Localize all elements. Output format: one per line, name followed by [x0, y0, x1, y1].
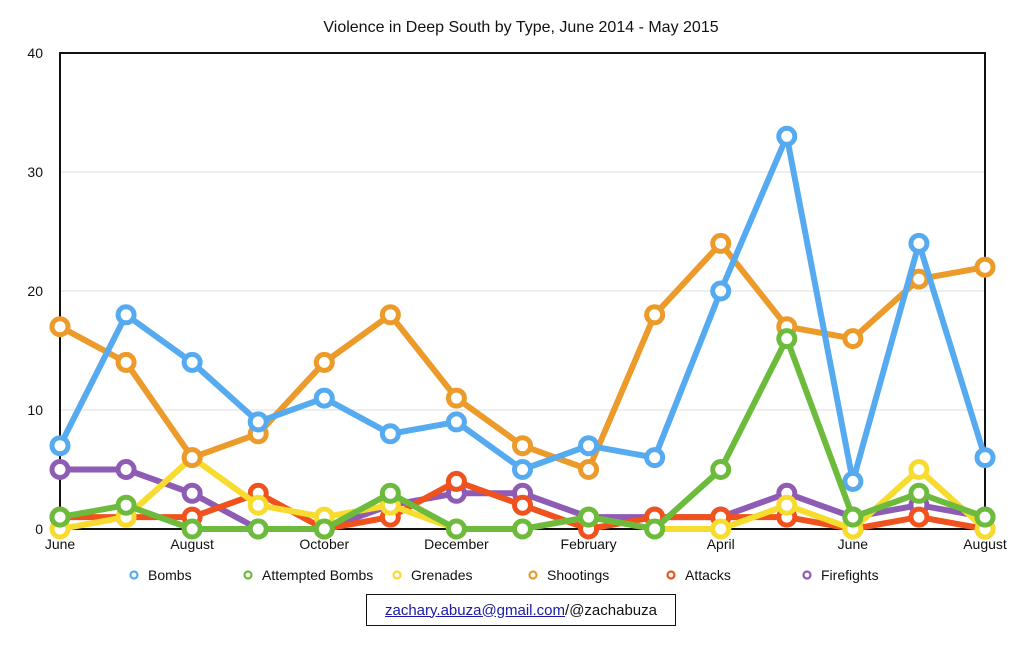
x-tick-label: August: [170, 536, 214, 552]
data-point-attempted-bombs: [181, 518, 203, 540]
data-point-attempted-bombs: [842, 506, 864, 528]
data-point-bombs: [842, 470, 864, 492]
data-point-attempted-bombs: [908, 482, 930, 504]
y-tick-label: 0: [35, 521, 43, 537]
data-point-bombs: [578, 435, 600, 457]
legend-item-attacks: Attacks: [666, 567, 731, 583]
data-point-bombs: [115, 304, 137, 326]
legend-item-grenades: Grenades: [392, 567, 472, 583]
data-point-shootings: [512, 435, 533, 457]
gridlines: [60, 171, 985, 411]
legend-label: Firefights: [821, 567, 879, 583]
data-point-attacks: [445, 470, 467, 492]
data-point-grenades: [710, 518, 732, 540]
data-point-shootings: [181, 447, 203, 469]
y-tick-label: 20: [27, 283, 43, 299]
data-point-shootings: [710, 232, 732, 254]
legend-marker-icon: [528, 570, 538, 580]
y-tick-label: 40: [27, 45, 43, 61]
legend-item-bombs: Bombs: [129, 567, 192, 583]
data-point-shootings: [644, 304, 666, 326]
data-point-grenades: [908, 459, 930, 480]
data-point-grenades: [776, 494, 798, 516]
data-point-attempted-bombs: [776, 328, 798, 350]
series-line-bombs: [57, 133, 988, 485]
data-point-shootings: [842, 328, 864, 350]
legend-item-attempted-bombs: Attempted Bombs: [243, 567, 373, 583]
x-tick-label: June: [45, 536, 76, 552]
x-tick-label: April: [707, 536, 735, 552]
y-tick-label: 30: [27, 164, 43, 180]
data-point-bombs: [776, 125, 798, 147]
data-point-shootings: [115, 351, 137, 373]
x-tick-label: August: [963, 536, 1007, 552]
chart-title: Violence in Deep South by Type, June 201…: [323, 19, 718, 36]
data-point-shootings: [445, 387, 467, 409]
data-point-bombs: [512, 459, 533, 480]
data-point-bombs: [181, 351, 203, 373]
y-tick-label: 10: [27, 402, 43, 418]
data-point-bombs: [445, 411, 467, 433]
data-point-shootings: [974, 256, 996, 278]
series-layer: [49, 125, 996, 540]
legend-item-shootings: Shootings: [528, 567, 609, 583]
x-axis-ticks: June August October December February April Ju…: [45, 536, 1007, 552]
data-point-bombs: [644, 447, 666, 469]
data-point-bombs: [379, 423, 401, 445]
data-point-attacks: [908, 506, 930, 528]
data-point-attempted-bombs: [974, 506, 996, 528]
data-point-attempted-bombs: [379, 482, 401, 504]
data-point-attempted-bombs: [247, 518, 269, 540]
legend-label: Attacks: [685, 567, 731, 583]
legend-item-firefights: Firefights: [802, 567, 879, 583]
x-tick-label: February: [561, 536, 617, 552]
twitter-handle: /@zachabuza: [565, 601, 657, 619]
data-point-attacks: [512, 494, 533, 516]
data-point-bombs: [313, 387, 335, 409]
legend-marker-icon: [392, 570, 402, 580]
data-point-bombs: [49, 435, 71, 457]
legend: Bombs Attempted Bombs Grenades Shootings Att…: [129, 567, 879, 583]
x-tick-label: December: [424, 536, 489, 552]
data-point-bombs: [974, 447, 996, 469]
email-link[interactable]: zachary.abuza@gmail.com: [385, 601, 566, 619]
legend-marker-icon: [129, 570, 139, 580]
data-point-shootings: [49, 316, 71, 338]
data-point-grenades: [247, 494, 269, 516]
legend-label: Grenades: [411, 567, 472, 583]
legend-marker-icon: [802, 570, 812, 580]
data-point-attempted-bombs: [578, 506, 600, 528]
data-point-firefights: [181, 482, 203, 504]
data-point-firefights: [49, 459, 71, 480]
data-point-shootings: [313, 351, 335, 373]
legend-label: Shootings: [547, 567, 609, 583]
legend-marker-icon: [243, 570, 253, 580]
series-bombs: [49, 125, 996, 492]
x-tick-label: October: [299, 536, 349, 552]
data-point-bombs: [908, 232, 930, 254]
legend-marker-icon: [666, 570, 676, 580]
y-axis-ticks: 0 10 20 30 40: [27, 45, 43, 537]
data-point-attempted-bombs: [313, 518, 335, 540]
data-point-bombs: [710, 280, 732, 302]
data-point-attempted-bombs: [445, 518, 467, 540]
data-point-attempted-bombs: [49, 506, 71, 528]
data-point-bombs: [247, 411, 269, 433]
legend-label: Attempted Bombs: [262, 567, 373, 583]
data-point-attempted-bombs: [512, 518, 533, 540]
series-attempted-bombs: [49, 328, 996, 540]
data-point-shootings: [379, 304, 401, 326]
legend-label: Bombs: [148, 567, 192, 583]
data-point-shootings: [578, 459, 600, 480]
data-point-attempted-bombs: [710, 459, 732, 480]
credit-box: zachary.abuza@gmail.com/@zachabuza: [366, 594, 676, 626]
data-point-attempted-bombs: [115, 494, 137, 516]
data-point-attempted-bombs: [644, 518, 666, 540]
data-point-firefights: [115, 459, 137, 480]
x-tick-label: June: [838, 536, 869, 552]
